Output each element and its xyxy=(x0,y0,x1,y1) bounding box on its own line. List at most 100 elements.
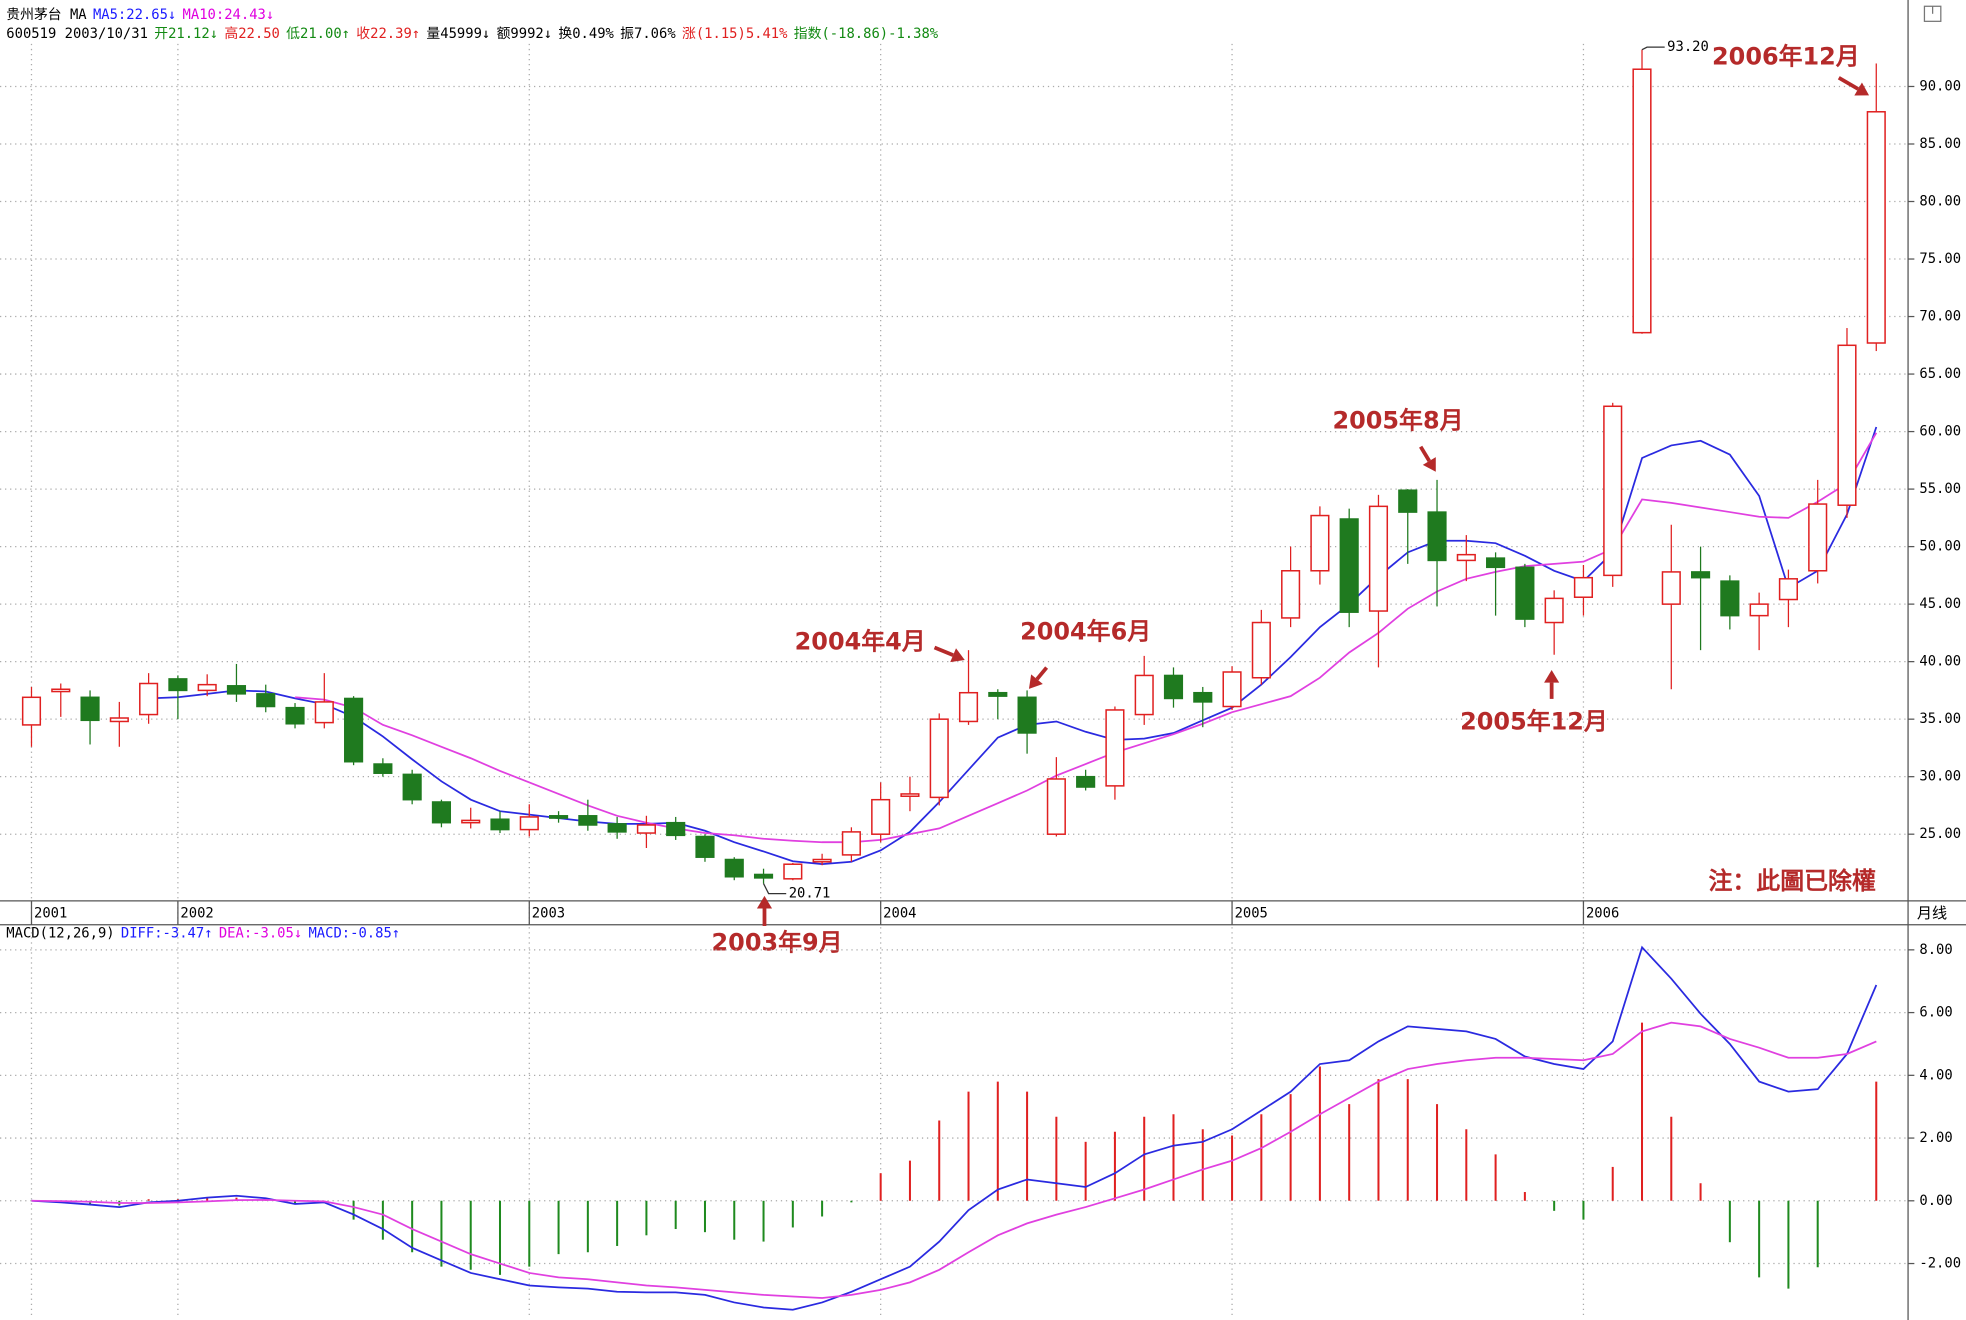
candle-body xyxy=(168,678,188,692)
annotation-arrow xyxy=(1419,445,1431,462)
candle-body xyxy=(1808,503,1828,572)
header-segment: DIFF:-3.47↑ xyxy=(121,926,213,942)
x-tick-label: 2001 xyxy=(34,905,67,921)
candle-body xyxy=(285,706,305,725)
header-segment: 收22.39↑ xyxy=(356,26,420,42)
candle-body xyxy=(1310,514,1330,572)
candle-body xyxy=(1778,578,1798,601)
annotation-arrow xyxy=(933,645,954,657)
header-segment: 额9992↓ xyxy=(497,26,553,42)
period-label: 月线 xyxy=(1917,904,1947,922)
annotation: 2004年4月 xyxy=(795,627,926,655)
annotation-arrow xyxy=(1837,76,1860,91)
candle-body xyxy=(490,818,510,831)
header-segment: 量45999↓ xyxy=(426,26,490,42)
x-tick-label: 2004 xyxy=(883,905,916,921)
y-tick-label: 90.00 xyxy=(1919,78,1961,94)
candle-body xyxy=(1573,576,1594,598)
candle-body xyxy=(841,831,861,856)
annotation: 2006年12月 xyxy=(1712,43,1860,71)
candle-body xyxy=(1368,505,1389,612)
candle-body xyxy=(753,873,774,879)
annotation-arrowhead xyxy=(1028,674,1043,689)
header-segment: 开21.12↓ xyxy=(154,26,218,42)
header-segment: 指数(-18.86)-1.38% xyxy=(794,26,939,42)
candle-body xyxy=(1544,597,1564,624)
line xyxy=(148,426,1878,866)
y-tick-label: 6.00 xyxy=(1919,1005,1952,1021)
y-tick-label: 60.00 xyxy=(1919,424,1961,440)
header-segment: 600519 2003/10/31 xyxy=(6,26,148,42)
candle-body xyxy=(783,863,803,880)
candle-body xyxy=(1105,709,1125,787)
candle-body xyxy=(197,683,217,692)
candle-body xyxy=(1281,570,1301,619)
candle-body xyxy=(1427,511,1447,562)
y-tick-label: 40.00 xyxy=(1919,654,1961,670)
x-tick-label: 2005 xyxy=(1235,905,1268,921)
candle-body xyxy=(812,858,832,863)
candle-body xyxy=(929,718,949,799)
candle-body xyxy=(431,801,452,824)
candle-body xyxy=(724,858,744,878)
header-text: 600519 2003/10/31 开21.12↓ 高22.50 低21.00↑ 收22… xyxy=(6,25,938,42)
candle-body xyxy=(1017,696,1037,734)
min-connector xyxy=(762,883,787,895)
candle-body xyxy=(695,835,715,858)
candle-body xyxy=(1134,674,1154,716)
candle-body xyxy=(1632,68,1652,334)
candle-body xyxy=(871,798,891,835)
candle-body xyxy=(1837,344,1857,506)
y-tick-label: -2.00 xyxy=(1919,1256,1961,1272)
candle-body xyxy=(80,696,100,722)
candle-body xyxy=(958,691,979,723)
candle-body xyxy=(1222,671,1242,708)
y-tick-label: 55.00 xyxy=(1919,481,1961,497)
y-tick-label: 4.00 xyxy=(1919,1067,1952,1083)
annotation-arrow xyxy=(1035,666,1049,681)
header-segment: 低21.00↑ xyxy=(286,26,350,42)
header-segment: DEA:-3.05↓ xyxy=(219,926,302,942)
header-segment: MA5:22.65↓ xyxy=(93,7,176,23)
candle-body xyxy=(1193,691,1213,703)
annotation-arrowhead xyxy=(1854,82,1870,96)
candle-body xyxy=(1603,405,1623,577)
candle-body xyxy=(21,696,42,726)
candle-body xyxy=(402,773,422,801)
candle-body xyxy=(666,821,686,837)
x-tick-label: 2003 xyxy=(532,905,565,921)
y-tick-label: 65.00 xyxy=(1919,366,1961,382)
y-tick-label: 70.00 xyxy=(1919,309,1961,325)
candle-body xyxy=(1749,603,1769,617)
line xyxy=(31,945,1878,1311)
candle-body xyxy=(1076,775,1096,788)
candle-body xyxy=(51,688,71,693)
y-tick-label: 35.00 xyxy=(1919,711,1961,727)
annotation-arrowhead xyxy=(1544,670,1560,683)
candle-body xyxy=(1690,571,1711,579)
y-tick-label: 0.00 xyxy=(1919,1193,1952,1209)
candle-body xyxy=(1339,518,1359,613)
y-tick-label: 75.00 xyxy=(1919,251,1961,267)
annotation-arrowhead xyxy=(1422,457,1436,472)
candle-body xyxy=(1515,566,1535,620)
annotation: 2004年6月 xyxy=(1020,617,1151,645)
annotation-arrowhead xyxy=(950,648,965,663)
min-label: 20.71 xyxy=(789,886,831,902)
header-segment: 贵州茅台 MA xyxy=(6,7,87,23)
y-tick-label: 25.00 xyxy=(1919,826,1961,842)
candle-body xyxy=(461,819,481,824)
header-text: 贵州茅台 MA MA5:22.65↓ MA10:24.43↓ xyxy=(6,7,274,23)
candle-body xyxy=(578,815,598,826)
candle-body xyxy=(1046,778,1066,835)
y-tick-label: 30.00 xyxy=(1919,769,1961,785)
candle-body xyxy=(1163,674,1184,700)
header-segment: 振7.06% xyxy=(620,26,676,42)
annotation: 2005年8月 xyxy=(1332,407,1463,435)
note: 注：此圖已除權 xyxy=(1708,867,1876,895)
candle-body xyxy=(1486,557,1506,569)
header-segment: MA10:24.43↓ xyxy=(183,7,275,23)
candle-body xyxy=(1720,580,1740,617)
